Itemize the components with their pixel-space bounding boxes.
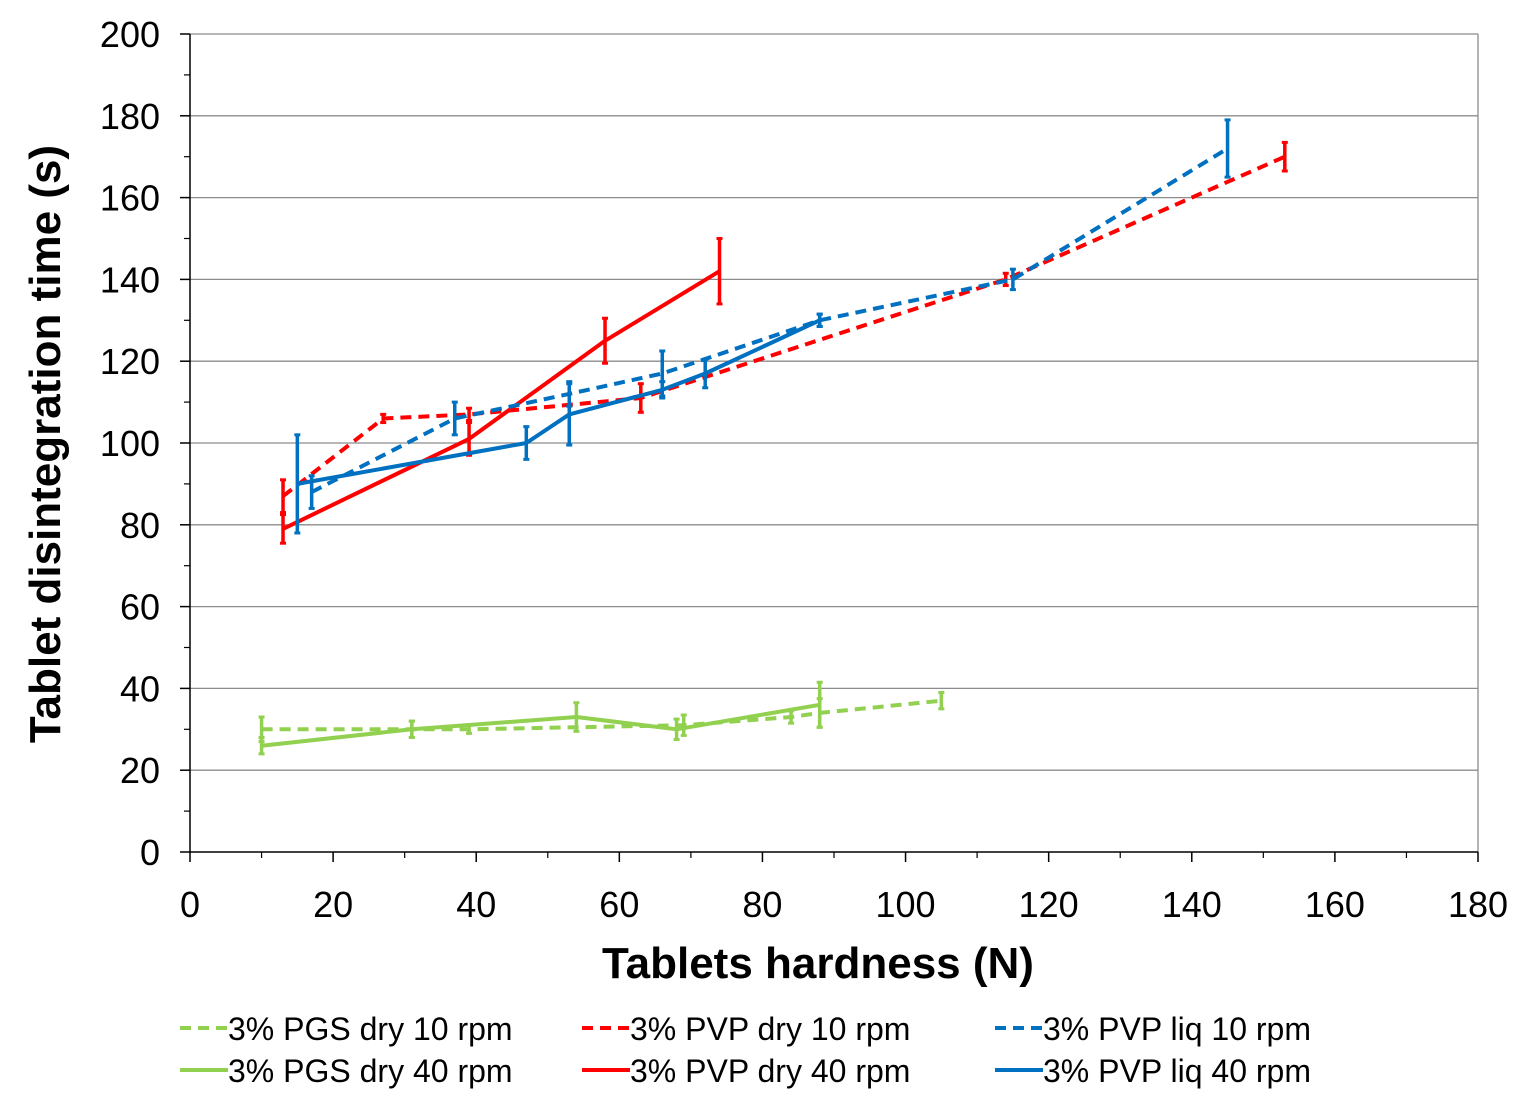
- y-tick-label: 160: [100, 178, 160, 219]
- error-bar: [280, 513, 287, 545]
- x-tick-label: 0: [180, 884, 200, 925]
- legend-label: 3% PVP liq 10 rpm: [1043, 1011, 1311, 1047]
- x-tick-label: 120: [1019, 884, 1079, 925]
- legend-label: 3% PVP dry 40 rpm: [630, 1053, 910, 1089]
- error-bar: [702, 357, 709, 390]
- y-tick-label: 60: [120, 587, 160, 628]
- error-bar: [659, 380, 666, 400]
- error-bar: [408, 719, 415, 739]
- legend-item-2: 3% PGS dry 40 rpm: [180, 1053, 513, 1089]
- tick-labels: 0 20 40 60 80 100 120 140 160 180 200 0 20 40 60 80 100 1…: [100, 14, 1508, 925]
- y-tick-label: 140: [100, 259, 160, 300]
- error-bar: [602, 316, 609, 365]
- error-bar: [816, 680, 823, 729]
- error-bar: [637, 382, 644, 414]
- error-bar: [294, 433, 301, 535]
- error-bar: [566, 382, 573, 447]
- x-tick-label: 140: [1162, 884, 1222, 925]
- error-bar: [680, 713, 687, 737]
- error-bar: [523, 425, 530, 461]
- y-tick-label: 40: [120, 668, 160, 709]
- legend-label: 3% PGS dry 40 rpm: [228, 1053, 513, 1089]
- x-tick-label: 180: [1448, 884, 1508, 925]
- x-tick-label: 100: [876, 884, 936, 925]
- error-bar: [1281, 140, 1288, 173]
- series-4: [280, 237, 723, 545]
- error-bar: [380, 412, 387, 425]
- series-6: [294, 312, 823, 535]
- error-bar: [1224, 118, 1231, 179]
- y-axis-title: Tablet disintegration time (s): [21, 145, 70, 743]
- y-tick-label: 0: [140, 832, 160, 873]
- x-tick-label: 80: [742, 884, 782, 925]
- series-line: [296, 318, 821, 486]
- error-bar: [573, 701, 580, 733]
- series-layer: [258, 118, 1288, 756]
- y-tick-label: 120: [100, 341, 160, 382]
- error-bar: [816, 312, 823, 328]
- error-bar: [938, 690, 945, 711]
- series-line: [281, 154, 1286, 498]
- legend-label: 3% PGS dry 10 rpm: [228, 1011, 513, 1047]
- x-tick-label: 40: [456, 884, 496, 925]
- y-tick-label: 200: [100, 14, 160, 55]
- series-line: [261, 698, 942, 732]
- legend-item-1: 3% PGS dry 10 rpm: [180, 1011, 513, 1047]
- gridlines: [190, 33, 1478, 771]
- x-tick-label: 160: [1305, 884, 1365, 925]
- legend: 3% PGS dry 10 rpm 3% PGS dry 40 rpm 3% PVP…: [180, 1011, 1311, 1089]
- legend-label: 3% PVP liq 40 rpm: [1043, 1053, 1311, 1089]
- error-bar: [280, 478, 287, 515]
- series-line: [282, 269, 721, 531]
- y-tick-label: 100: [100, 423, 160, 464]
- y-tick-label: 80: [120, 505, 160, 546]
- x-axis-title: Tablets hardness (N): [602, 939, 1034, 988]
- legend-label: 3% PVP dry 10 rpm: [630, 1011, 910, 1047]
- x-tick-label: 60: [599, 884, 639, 925]
- y-tick-label: 20: [120, 750, 160, 791]
- error-bar: [1009, 267, 1016, 292]
- legend-item-4: 3% PVP dry 40 rpm: [582, 1053, 910, 1089]
- error-bar: [673, 717, 680, 742]
- y-tick-label: 180: [100, 96, 160, 137]
- error-bar: [466, 406, 473, 423]
- axes: [180, 33, 1479, 862]
- series-line: [310, 146, 1229, 494]
- series-2: [258, 680, 823, 756]
- error-bar: [716, 237, 723, 306]
- legend-item-5: 3% PVP liq 10 rpm: [995, 1011, 1311, 1047]
- x-tick-label: 20: [313, 884, 353, 925]
- error-bar: [258, 735, 265, 756]
- legend-item-6: 3% PVP liq 40 rpm: [995, 1053, 1311, 1089]
- error-bar: [451, 400, 458, 437]
- series-line: [261, 702, 821, 748]
- legend-item-3: 3% PVP dry 10 rpm: [582, 1011, 910, 1047]
